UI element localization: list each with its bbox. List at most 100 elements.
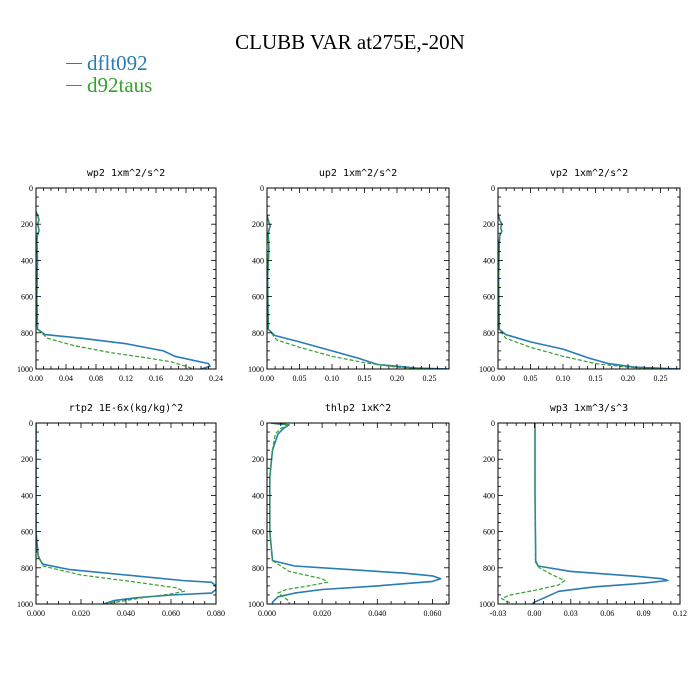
x-tick-label: 0.000: [258, 609, 276, 618]
plot-frame: [497, 187, 681, 370]
x-tick-label: 0.05: [524, 374, 538, 383]
y-tick-label: 200: [21, 220, 33, 229]
x-tick-label: 0.25: [654, 374, 668, 383]
series-d92taus: [501, 423, 566, 604]
series-group: [501, 423, 669, 604]
y-tick-label: 1000: [479, 365, 495, 374]
x-tick-label: 0.040: [117, 609, 135, 618]
figure-title: CLUBB VAR at275E,-20N: [235, 30, 465, 54]
y-tick-label: 600: [21, 293, 33, 302]
legend-label-dflt092: dflt092: [87, 51, 148, 75]
y-tick-label: 1000: [17, 365, 33, 374]
panel-title: rtp2 1E-6x(kg/kg)^2: [69, 403, 183, 414]
plot-frame: [266, 187, 450, 370]
series-group: [36, 211, 211, 369]
legend: dflt092 d92taus: [66, 52, 152, 96]
y-tick-label: 600: [483, 293, 495, 302]
x-tick-label: 0.080: [207, 609, 225, 618]
y-tick-label: 600: [21, 528, 33, 537]
plot-frame: [266, 422, 450, 605]
x-tick-label: 0.24: [209, 374, 223, 383]
x-tick-label: 0.03: [564, 609, 578, 618]
series-group: [36, 423, 216, 604]
legend-label-d92taus: d92taus: [87, 73, 153, 97]
y-tick-label: 600: [252, 293, 264, 302]
x-tick-label: 0.09: [637, 609, 651, 618]
y-tick-label: 600: [483, 528, 495, 537]
panel-title: up2 1xm^2/s^2: [319, 168, 397, 179]
legend-line-dflt092: [66, 62, 82, 64]
panel-title: vp2 1xm^2/s^2: [550, 168, 628, 179]
y-tick-label: 600: [252, 528, 264, 537]
plot-frame: [35, 422, 217, 605]
y-tick-label: 800: [252, 564, 264, 573]
x-tick-label: 0.12: [673, 609, 687, 618]
x-tick-label: 0.00: [29, 374, 43, 383]
y-tick-label: 1000: [17, 600, 33, 609]
series-group: [498, 213, 680, 369]
x-tick-label: 0.060: [423, 609, 441, 618]
x-tick-label: 0.08: [89, 374, 103, 383]
panel-title: wp3 1xm^3/s^3: [550, 403, 628, 414]
y-tick-label: 800: [483, 329, 495, 338]
series-group: [268, 423, 442, 604]
y-tick-label: 0: [491, 419, 495, 428]
y-tick-label: 400: [483, 491, 495, 500]
y-tick-label: 400: [483, 256, 495, 265]
x-tick-label: 0.10: [556, 374, 570, 383]
y-tick-label: 0: [29, 184, 33, 193]
y-tick-label: 0: [260, 419, 264, 428]
x-tick-label: 0.25: [423, 374, 437, 383]
series-d92taus: [269, 423, 329, 604]
series-dflt092: [531, 423, 669, 604]
series-dflt092: [498, 213, 680, 369]
x-tick-label: -0.03: [490, 609, 507, 618]
y-tick-label: 0: [260, 184, 264, 193]
y-tick-label: 200: [483, 455, 495, 464]
x-tick-label: 0.00: [491, 374, 505, 383]
plot-frame: [35, 187, 217, 370]
series-d92taus: [36, 211, 194, 369]
series-group: [267, 214, 449, 369]
x-tick-label: 0.20: [390, 374, 404, 383]
x-tick-label: 0.15: [358, 374, 372, 383]
x-tick-label: 0.020: [72, 609, 90, 618]
x-tick-label: 0.05: [293, 374, 307, 383]
panel-6: wp3 1xm^3/s^3 0 200 400 600 800 1000-0.03 0.00 0…: [479, 403, 687, 618]
y-tick-label: 0: [491, 184, 495, 193]
series-dflt092: [36, 423, 216, 604]
y-tick-label: 800: [21, 564, 33, 573]
x-tick-label: 0.00: [260, 374, 274, 383]
series-dflt092: [268, 423, 442, 604]
x-tick-label: 0.10: [325, 374, 339, 383]
panel-title: thlp2 1xK^2: [325, 403, 391, 414]
y-tick-label: 1000: [479, 600, 495, 609]
series-d92taus: [498, 213, 661, 369]
y-tick-label: 400: [21, 256, 33, 265]
legend-item-dflt092: dflt092: [66, 52, 152, 74]
y-tick-label: 800: [252, 329, 264, 338]
y-tick-label: 1000: [248, 365, 264, 374]
x-tick-label: 0.060: [162, 609, 180, 618]
y-tick-label: 800: [21, 329, 33, 338]
x-tick-label: 0.00: [527, 609, 541, 618]
y-tick-label: 400: [252, 256, 264, 265]
y-tick-label: 400: [21, 491, 33, 500]
x-tick-label: 0.20: [621, 374, 635, 383]
x-tick-label: 0.15: [589, 374, 603, 383]
x-tick-label: 0.020: [313, 609, 331, 618]
x-tick-label: 0.06: [600, 609, 614, 618]
y-tick-label: 200: [483, 220, 495, 229]
y-tick-label: 200: [252, 220, 264, 229]
y-tick-label: 200: [252, 455, 264, 464]
y-tick-label: 400: [252, 491, 264, 500]
series-dflt092: [36, 211, 211, 369]
legend-item-d92taus: d92taus: [66, 74, 152, 96]
x-tick-label: 0.000: [27, 609, 45, 618]
